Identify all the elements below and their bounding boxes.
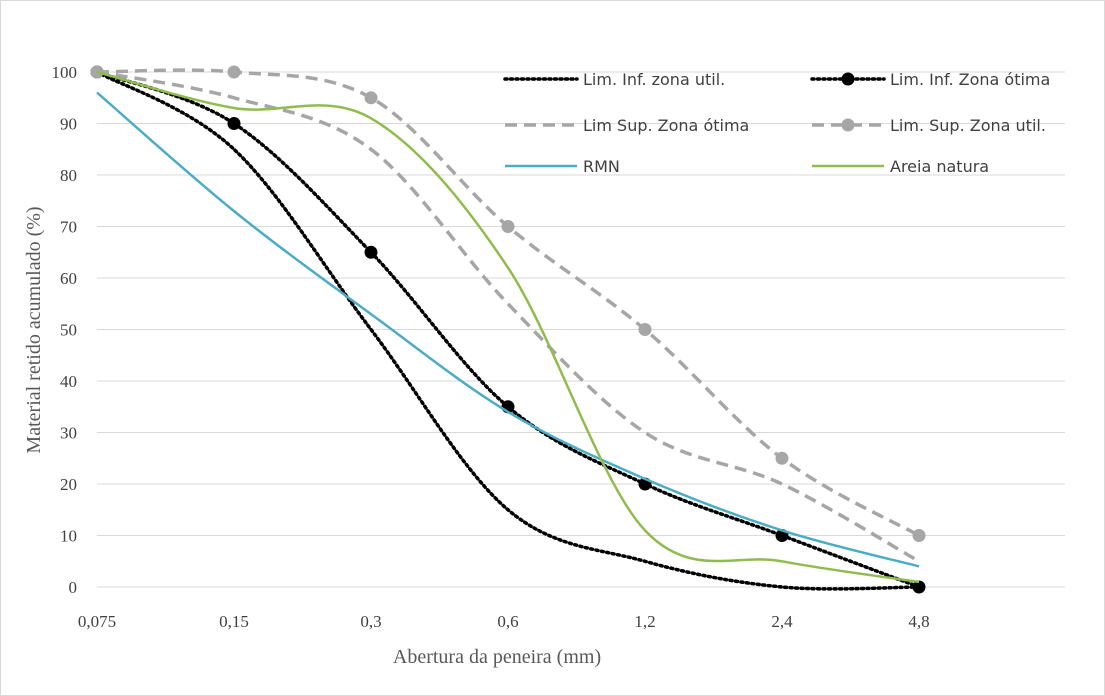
series-line-rmn [96,91,920,568]
y-tick-label-40: 40 [60,372,77,391]
x-tick-label-2-4: 2,4 [771,612,793,631]
legend-label-rmn: RMN [583,157,620,176]
y-tick-label-0: 0 [69,578,78,597]
y-tick-label-30: 30 [60,424,77,443]
legend-marker-lim-sup-zona-util [841,118,855,132]
legend-marker-lim-inf-zona-otima [841,72,855,86]
x-tick-label-4-8: 4,8 [908,612,929,631]
gridlines [97,71,1065,588]
point-lim-inf-zona-otima-2 [364,245,378,259]
y-axis-title: Material retido acumulado (%) [23,206,45,453]
legend-label-lim-sup-zona-util: Lim. Sup. Zona util. [890,116,1046,135]
legend-label-lim-sup-zona-otima: Lim Sup. Zona ótima [583,116,749,135]
x-tick-labels: 0,075 0,15 0,3 0,6 1,2 2,4 4,8 [78,612,930,631]
legend-item-lim-inf-zona-otima: Lim. Inf. Zona ótima [810,70,1050,89]
point-lim-sup-zona-util-2 [364,91,378,105]
point-lim-sup-zona-util-5 [775,451,789,465]
series-lim-sup-zona-otima [96,70,920,563]
legend-label-areia-natura: Areia natura [890,157,989,176]
legend-label-lim-inf-zona-otima: Lim. Inf. Zona ótima [890,70,1050,89]
x-tick-label-1-2: 1,2 [634,612,655,631]
legend-item-lim-sup-zona-otima: Lim Sup. Zona ótima [505,116,749,135]
point-lim-sup-zona-util-6 [912,529,926,542]
y-tick-label-20: 20 [60,475,77,494]
series-rmn [96,91,920,568]
y-tick-label-90: 90 [60,115,77,134]
legend: Lim. Inf. zona util. Lim. Inf. Zona ótima… [503,70,1050,176]
y-tick-label-80: 80 [60,166,77,185]
series-areia-natura [96,70,920,584]
x-tick-label-0-075: 0,075 [78,612,116,631]
point-lim-inf-zona-otima-1 [227,117,241,130]
y-tick-label-100: 100 [52,63,78,82]
legend-item-rmn: RMN [505,157,620,176]
x-tick-label-0-3: 0,3 [360,612,381,631]
y-tick-label-10: 10 [60,527,77,546]
x-tick-label-0-15: 0,15 [219,612,249,631]
y-tick-label-60: 60 [60,269,77,288]
series-lines [90,65,926,594]
legend-item-areia-natura: Areia natura [812,157,989,176]
legend-item-lim-sup-zona-util: Lim. Sup. Zona util. [812,116,1046,135]
y-tick-label-50: 50 [60,321,77,340]
point-lim-sup-zona-util-1 [227,65,241,79]
series-line-lim-sup-zona-otima [96,70,920,563]
legend-item-lim-inf-zona-util: Lim. Inf. zona util. [503,70,725,89]
point-lim-sup-zona-util-3 [501,220,515,233]
point-lim-inf-zona-otima-6 [912,580,926,594]
point-lim-sup-zona-util-4 [638,323,652,336]
series-line-lim-inf-zona-util [95,70,921,591]
series-line-lim-sup-zona-util [96,68,920,538]
y-tick-labels: 0 10 20 30 40 50 60 70 80 90 100 [52,63,78,597]
series-lim-sup-zona-util [90,65,926,542]
x-axis-title: Abertura da peneira (mm) [393,646,601,668]
series-line-areia-natura [96,70,920,584]
series-lim-inf-zona-util [95,70,921,591]
x-tick-label-0-6: 0,6 [497,612,518,631]
legend-label-lim-inf-zona-util: Lim. Inf. zona util. [583,70,725,89]
y-tick-label-70: 70 [60,218,77,237]
